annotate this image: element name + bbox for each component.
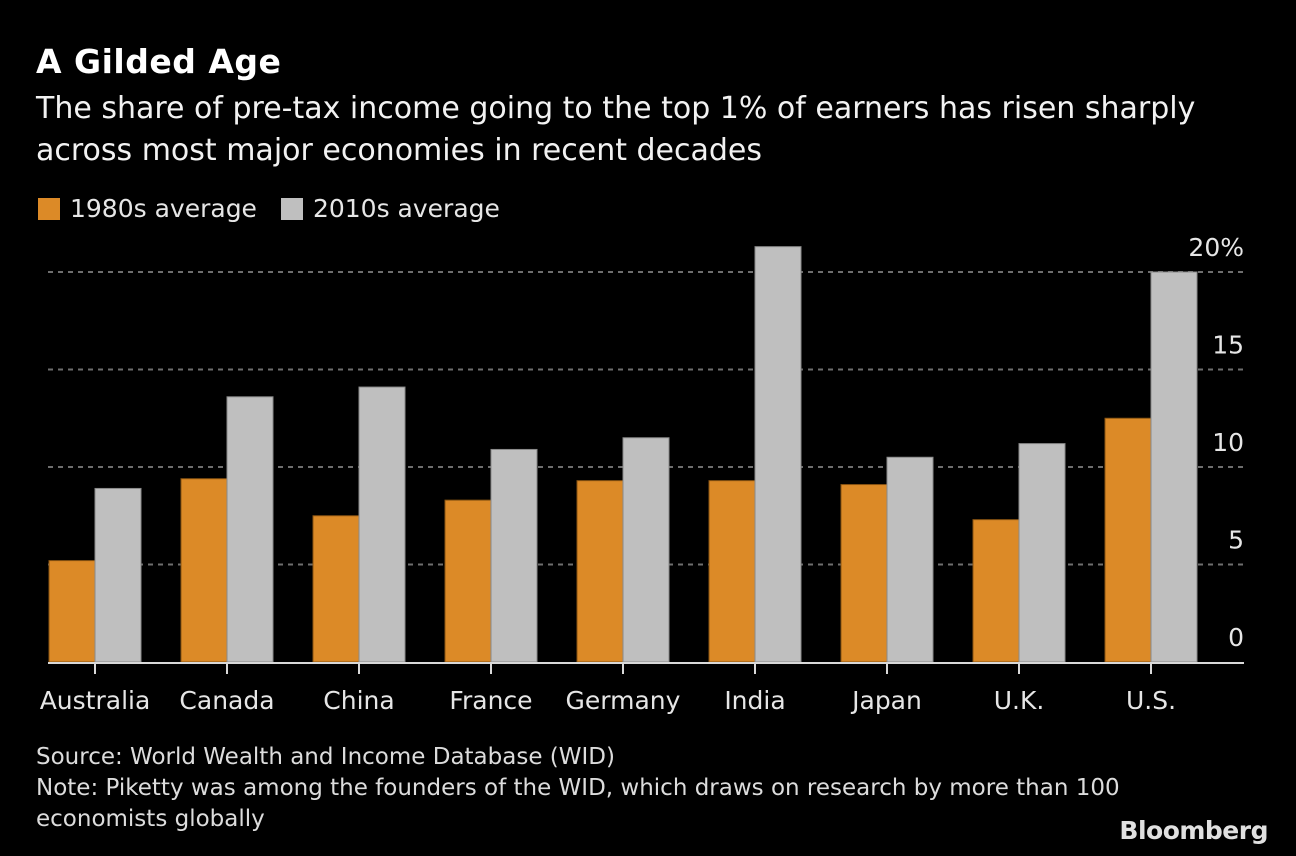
bloomberg-logo: Bloomberg [1119, 816, 1268, 845]
bar-france-2010s [490, 448, 538, 663]
x-axis-labels: Australia Canada China France Germany India Ja… [40, 686, 1176, 715]
bar-india-2010s [754, 246, 802, 663]
x-tick-label: China [323, 686, 394, 715]
bar-canada-2010s [226, 396, 274, 663]
bar-uk-1980s [972, 519, 1020, 663]
x-tick-label: Japan [850, 686, 922, 715]
x-tick-label: India [724, 686, 785, 715]
legend-label-2010s: 2010s average [312, 194, 500, 223]
y-tick-label-0: 0 [1228, 623, 1244, 652]
bar-germany-1980s [576, 480, 624, 663]
bar-us-2010s [1150, 271, 1198, 663]
legend-swatch-2010s [280, 197, 303, 220]
source-note: Source: World Wealth and Income Database… [36, 744, 615, 770]
x-tick-label: U.S. [1126, 686, 1176, 715]
x-tick-label: Australia [40, 686, 151, 715]
x-tick-label: Germany [566, 686, 681, 715]
chart-subtitle: The share of pre-tax income going to the… [36, 91, 1196, 168]
legend: 1980s average 2010s average [38, 194, 524, 223]
bar-india-1980s [708, 480, 756, 663]
legend-item-2010s: 2010s average [280, 194, 500, 223]
legend-item-1980s: 1980s average [38, 194, 257, 223]
y-tick-label-15: 15 [1212, 331, 1244, 360]
y-tick-label-5: 5 [1228, 526, 1244, 555]
x-tick-label: Canada [179, 686, 274, 715]
bar-australia-2010s [94, 487, 142, 663]
footer: Source: World Wealth and Income Database… [36, 742, 1136, 835]
x-tick-label: U.K. [994, 686, 1045, 715]
bar-us-1980s [1104, 417, 1152, 663]
bar-japan-1980s [840, 484, 888, 663]
bar-china-2010s [358, 386, 406, 663]
y-axis: 0 5 10 15 20% [1188, 233, 1244, 652]
y-tick-label-10: 10 [1212, 428, 1244, 457]
bar-chart: 0 5 10 15 20% Australia Canada China France Germ… [40, 233, 1244, 715]
footnote: Note: Piketty was among the founders of … [36, 775, 1120, 832]
bar-canada-1980s [180, 478, 228, 663]
legend-swatch-1980s [38, 197, 60, 220]
bar-france-1980s [444, 499, 492, 663]
bar-australia-1980s [48, 560, 96, 663]
bar-japan-2010s [886, 456, 934, 663]
x-tick-label: France [449, 686, 532, 715]
bar-germany-2010s [622, 437, 670, 663]
legend-label-1980s: 1980s average [70, 194, 257, 223]
x-axis [48, 662, 1244, 674]
bar-china-1980s [312, 515, 360, 663]
y-tick-label-20: 20% [1188, 233, 1244, 262]
chart-title: A Gilded Age [36, 42, 282, 81]
bars [48, 246, 1198, 663]
bar-uk-2010s [1018, 443, 1066, 663]
